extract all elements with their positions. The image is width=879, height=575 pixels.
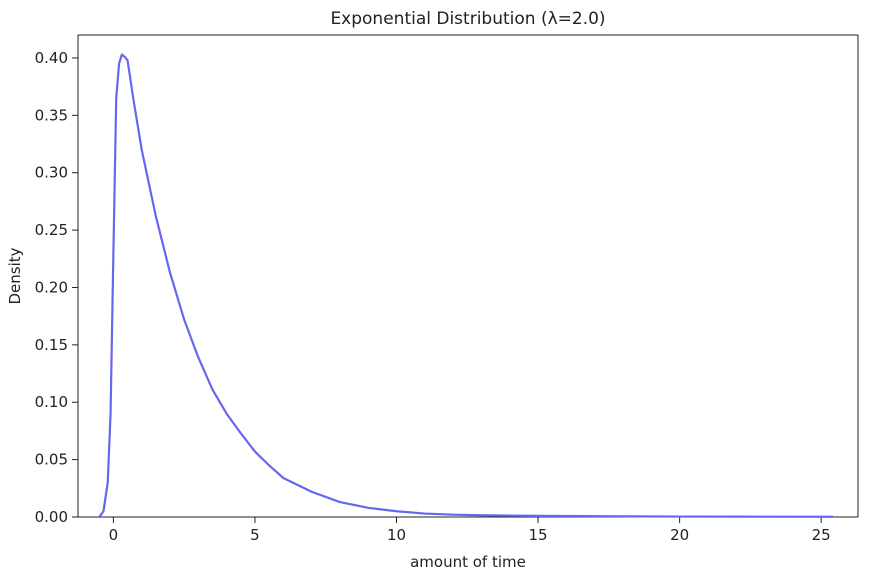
x-tick-label: 10 bbox=[387, 526, 406, 544]
y-tick-label: 0.15 bbox=[35, 336, 68, 354]
y-tick-label: 0.00 bbox=[35, 508, 68, 526]
plot-area bbox=[77, 34, 859, 518]
x-axis: 0 5 10 15 20 25 bbox=[109, 517, 831, 544]
y-tick-label: 0.20 bbox=[35, 278, 68, 296]
y-axis: 0.00 0.05 0.10 0.15 0.20 0.25 0.30 0.35 0.40 bbox=[35, 49, 78, 526]
density-line bbox=[98, 53, 834, 519]
y-tick-label: 0.25 bbox=[35, 221, 68, 239]
x-tick-label: 5 bbox=[250, 526, 260, 544]
x-tick-label: 0 bbox=[109, 526, 119, 544]
y-tick-label: 0.05 bbox=[35, 451, 68, 469]
y-axis-label: Density bbox=[6, 247, 24, 304]
x-axis-label: amount of time bbox=[410, 553, 526, 571]
chart-title: Exponential Distribution (λ=2.0) bbox=[330, 9, 605, 29]
y-tick-label: 0.35 bbox=[35, 106, 68, 124]
series-layer bbox=[98, 53, 834, 519]
x-tick-label: 25 bbox=[812, 526, 831, 544]
y-tick-label: 0.30 bbox=[35, 164, 68, 182]
y-tick-label: 0.40 bbox=[35, 49, 68, 67]
x-tick-label: 20 bbox=[670, 526, 689, 544]
y-tick-label: 0.10 bbox=[35, 393, 68, 411]
x-tick-label: 15 bbox=[529, 526, 548, 544]
